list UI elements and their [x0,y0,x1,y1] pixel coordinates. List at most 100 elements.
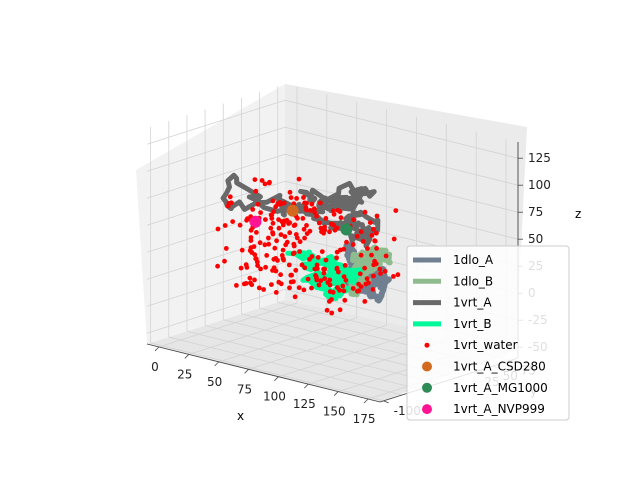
water-point [309,285,314,291]
legend-item-1vrt-a-csd280: 1vrt_A_CSD280 [422,360,546,374]
x-tick-mark [333,391,339,396]
water-point [258,266,263,272]
water-point [238,265,244,271]
water-point [335,207,341,213]
water-point [341,274,347,279]
water-point [309,201,315,207]
water-point [283,242,289,248]
water-point [223,246,229,251]
x-tick-mark [184,354,190,359]
water-point [350,286,356,291]
water-point [337,307,343,313]
x-tick-mark [304,383,309,389]
water-point [341,288,347,294]
water-point [337,287,342,293]
water-point [287,230,293,236]
z-tick-label: 125 [528,151,551,165]
water-point [291,250,297,256]
grid-line-z [284,99,519,159]
water-point [357,271,363,277]
water-point [321,270,327,276]
water-point [370,287,376,292]
water-point [374,230,379,236]
water-point [342,263,348,268]
water-point [334,225,340,231]
water-point [251,244,257,250]
water-point [270,198,276,204]
water-point [331,211,337,217]
water-point [371,273,376,279]
water-point [329,221,334,227]
series-line-1vrt-b [285,249,363,302]
water-point [286,262,292,268]
series-1vrt-b [285,249,363,302]
water-point [358,252,364,258]
water-point [230,219,236,225]
water-point [222,258,227,264]
water-point [382,268,388,274]
legend-marker-swatch [422,404,432,415]
water-point [247,248,253,254]
water-point [293,232,299,237]
water-point [391,236,397,242]
grid-line-z [146,99,286,145]
grid-line-y [150,342,384,402]
legend: 1dlo_A 1dlo_B 1vrt_A 1vrt_B 1vrt_water 1vrt_A… [406,245,570,421]
water-point [262,181,268,187]
water-point [367,220,373,226]
z-tick-label: 75 [528,205,543,219]
series-1dlo-b [348,244,393,298]
grid-line-z [284,126,519,186]
grid-line-x [278,332,417,378]
water-point [374,213,380,219]
water-point [262,242,268,248]
water-point [356,281,361,287]
water-point [244,217,250,223]
grid-line-z [146,288,286,334]
series-1vrt-a-mg1000 [340,223,353,236]
water-point [239,247,245,253]
water-point [305,276,311,282]
water-point [341,246,347,252]
legend-marker-swatch [422,382,432,393]
water-point [329,297,334,302]
water-point [270,220,276,226]
point-1vrt-a-mg1000 [340,223,353,236]
legend-label: 1vrt_B [453,317,492,331]
water-point [366,280,371,286]
water-point [364,276,370,282]
water-point [263,264,268,270]
water-point [252,177,258,183]
water-point [311,206,317,212]
water-point [316,220,322,226]
water-point [324,307,330,313]
water-point [215,263,221,269]
water-point [318,278,324,284]
water-point [272,245,278,251]
grid-line-z [284,180,519,240]
water-point [237,222,243,228]
water-point [280,256,286,261]
series-line-1dlo-b [348,244,393,298]
water-point [322,266,328,272]
water-point [293,267,299,273]
water-point [252,252,258,258]
water-point [264,253,270,258]
water-point [314,262,320,268]
water-point [374,246,379,251]
legend-marker-swatch [422,361,432,372]
water-point [323,257,329,263]
water-point [358,229,364,235]
water-point [322,276,328,281]
legend-item-1vrt-b: 1vrt_B [413,317,492,331]
water-point [278,232,284,238]
water-point [354,233,360,239]
water-point [276,217,281,223]
water-point [253,188,259,194]
water-point [255,263,260,268]
water-point [263,217,268,223]
water-point [292,294,298,300]
x-tick-label: 75 [237,382,252,396]
legend-label: 1vrt_A [453,296,492,310]
water-point [327,229,332,235]
